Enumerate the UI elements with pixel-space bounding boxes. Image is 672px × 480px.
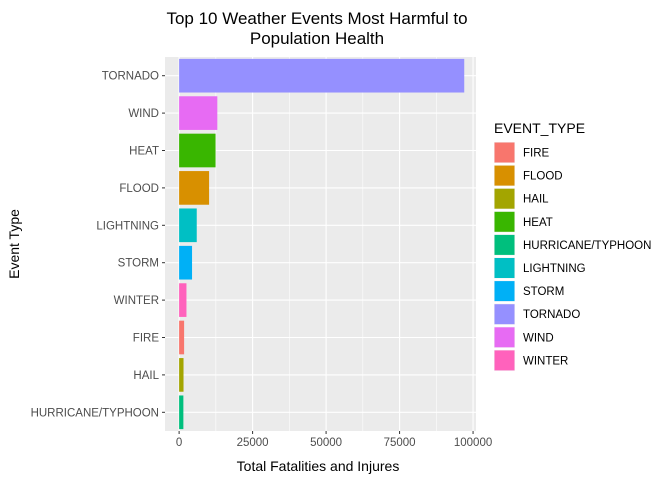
legend-swatch — [494, 258, 515, 278]
x-tick-label: 75000 — [384, 437, 416, 449]
bar-hail — [179, 358, 184, 392]
y-tick-label: FIRE — [133, 333, 160, 345]
legend-title: EVENT_TYPE — [494, 120, 585, 136]
legend-label: HEAT — [523, 217, 553, 229]
y-tick-label: FLOOD — [119, 183, 159, 195]
y-tick-label: HURRICANE/TYPHOON — [31, 407, 159, 419]
legend-swatch — [494, 188, 515, 209]
legend-swatch — [494, 350, 515, 371]
legend-swatch — [494, 142, 515, 163]
x-tick-label: 25000 — [237, 437, 269, 449]
legend-swatch — [494, 211, 515, 232]
bar-tornado — [179, 58, 465, 93]
x-axis-title: Total Fatalities and Injures — [237, 458, 400, 474]
y-tick-label: STORM — [118, 258, 159, 270]
legend-swatch — [494, 234, 515, 255]
bar-wind — [179, 96, 218, 130]
y-tick-label: WINTER — [114, 295, 159, 307]
x-tick-label: 100000 — [454, 437, 492, 449]
bar-fire — [179, 320, 185, 355]
bar-lightning — [179, 208, 197, 243]
legend-swatch — [494, 281, 515, 302]
bar-hurricane-typhoon — [179, 395, 184, 430]
legend-swatch — [494, 327, 515, 348]
y-tick-label: TORNADO — [102, 71, 159, 83]
y-tick-label: HEAT — [129, 146, 159, 158]
legend-label: FLOOD — [523, 171, 563, 183]
legend-label: STORM — [523, 286, 564, 298]
x-axis-ticks: 0 25000 50000 75000 100000 — [176, 431, 492, 449]
legend-label: WIND — [523, 332, 554, 344]
legend-label: HAIL — [523, 194, 549, 206]
chart-title-line-1: Top 10 Weather Events Most Harmful to — [166, 9, 467, 28]
y-axis-ticks: TORNADO WIND HEAT FLOOD LIGHTNING STORM WINTER… — [31, 71, 165, 419]
bar-winter — [179, 283, 187, 317]
legend-entries: FIRE FLOOD HAIL HEAT HURRICANE/TYPHOON LIGHTN… — [494, 142, 651, 371]
bar-flood — [179, 171, 210, 205]
legend-label: TORNADO — [523, 309, 580, 321]
x-tick-label: 0 — [176, 437, 182, 449]
legend: EVENT_TYPE FIRE FLOOD HAIL HEAT HURRICANE/TY… — [494, 120, 651, 371]
legend-label: LIGHTNING — [523, 263, 586, 275]
legend-swatch — [494, 304, 515, 325]
legend-label: FIRE — [523, 148, 550, 160]
bar-storm — [179, 245, 193, 280]
legend-swatch — [494, 165, 515, 186]
chart-title-line-2: Population Health — [250, 29, 384, 48]
bar-heat — [179, 133, 216, 168]
x-tick-label: 50000 — [310, 437, 342, 449]
y-tick-label: LIGHTNING — [96, 220, 159, 232]
legend-label: HURRICANE/TYPHOON — [523, 240, 651, 252]
legend-label: WINTER — [523, 355, 568, 367]
y-tick-label: HAIL — [133, 370, 159, 382]
y-axis-title: Event Type — [6, 209, 22, 279]
bars — [179, 58, 465, 430]
y-tick-label: WIND — [128, 108, 159, 120]
